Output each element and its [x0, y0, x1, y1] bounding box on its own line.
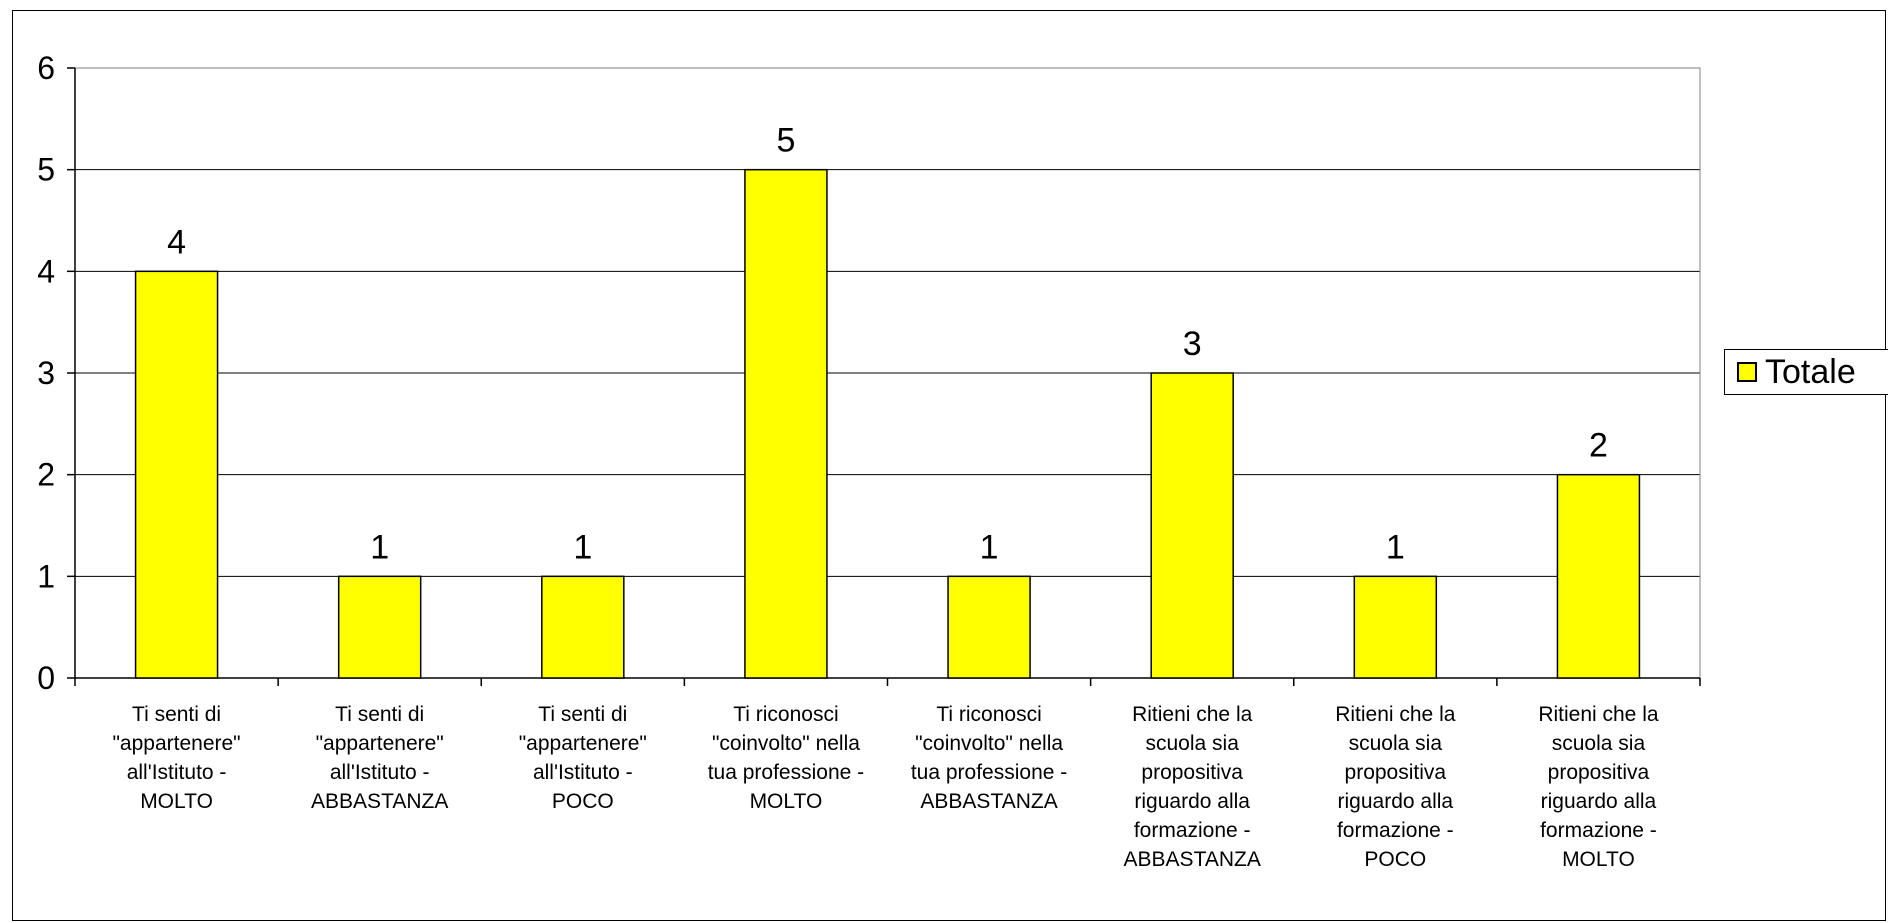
- x-tick-label: Ritieni che la scuola sia propositiva rigua…: [1097, 700, 1287, 874]
- x-tick-label-line: formazione -: [1336, 819, 1454, 842]
- data-label: 5: [776, 122, 795, 160]
- x-tick-label-line: riguardo alla: [1540, 790, 1657, 813]
- x-tick-label-line: formazione -: [1540, 819, 1657, 842]
- y-tick-label: 0: [37, 660, 55, 696]
- x-tick-label-line: "appartenere": [315, 732, 444, 755]
- x-tick-label-line: ABBASTANZA: [1123, 848, 1261, 871]
- x-tick-label-line: "appartenere": [112, 732, 241, 755]
- x-tick-label-line: riguardo alla: [1337, 790, 1454, 813]
- x-tick-label-line: Ti riconosci: [733, 703, 839, 726]
- x-tick-label: Ritieni che la scuola sia propositiva rigua…: [1503, 700, 1693, 874]
- x-tick-label-line: all'Istituto -: [126, 761, 227, 784]
- x-tick-label-line: scuola sia: [1145, 732, 1239, 755]
- data-label: 2: [1589, 427, 1608, 465]
- x-tick-label-line: ABBASTANZA: [311, 790, 449, 813]
- bar: [744, 168, 828, 679]
- x-tick-label: Ti riconosci "coinvolto" nella tua profess…: [691, 700, 881, 816]
- bar: [947, 575, 1031, 679]
- x-tick-label: Ti senti di "appartenere" all'Istituto - AB…: [285, 700, 475, 816]
- x-tick-label-line: riguardo alla: [1134, 790, 1250, 813]
- x-tick-label-line: MOLTO: [749, 790, 823, 813]
- y-tick-label: 2: [37, 457, 55, 493]
- data-label: 3: [1183, 325, 1202, 363]
- data-label: 1: [573, 528, 592, 566]
- y-tick-label: 4: [37, 253, 55, 289]
- x-tick-label-line: tua professione -: [707, 761, 865, 784]
- x-tick-label-line: POCO: [1364, 848, 1427, 871]
- x-tick-label-line: Ti senti di: [538, 703, 628, 726]
- x-tick-label-line: all'Istituto -: [532, 761, 633, 784]
- x-tick-label-line: Ti riconosci: [936, 703, 1042, 726]
- x-tick-label-line: Ti senti di: [132, 703, 222, 726]
- y-tick-label: 1: [37, 558, 55, 594]
- bar: [1353, 575, 1438, 679]
- x-tick-label: Ritieni che la scuola sia propositiva rigua…: [1300, 700, 1490, 874]
- legend: Totale: [1724, 349, 1888, 395]
- x-tick-label-line: MOLTO: [1562, 848, 1635, 871]
- x-tick-label-line: "coinvolto" nella: [711, 732, 860, 755]
- y-tick-label: 3: [37, 355, 55, 391]
- x-tick-label-line: scuola sia: [1348, 732, 1442, 755]
- x-tick-label-line: formazione -: [1133, 819, 1251, 842]
- y-tick-label: 5: [37, 152, 55, 188]
- x-tick-label-line: all'Istituto -: [329, 761, 430, 784]
- x-tick-label-line: tua professione -: [910, 761, 1068, 784]
- legend-label: Totale: [1765, 352, 1856, 391]
- x-tick-label-line: Ritieni che la: [1132, 703, 1253, 726]
- x-tick-label: Ti senti di "appartenere" all'Istituto - PO…: [488, 700, 678, 816]
- x-tick-label-line: ABBASTANZA: [920, 790, 1058, 813]
- x-tick-label-line: POCO: [551, 790, 614, 813]
- x-tick-label-line: scuola sia: [1551, 732, 1646, 755]
- bar: [1150, 372, 1234, 679]
- data-label: 1: [980, 528, 999, 566]
- bar: [337, 575, 422, 679]
- legend-swatch: [1737, 362, 1757, 382]
- x-tick-label-line: "coinvolto" nella: [915, 732, 1064, 755]
- x-tick-label-line: "appartenere": [518, 732, 647, 755]
- x-tick-label-line: propositiva: [1141, 761, 1243, 784]
- x-tick-label: Ti senti di "appartenere" all'Istituto - MO…: [82, 700, 272, 816]
- x-tick-label-line: propositiva: [1547, 761, 1650, 784]
- bar: [134, 270, 219, 679]
- x-tick-label-line: MOLTO: [140, 790, 213, 813]
- y-tick-label: 6: [37, 50, 55, 86]
- x-tick-label-line: Ritieni che la: [1538, 703, 1659, 726]
- data-label: 1: [370, 528, 389, 566]
- chart-frame: [12, 10, 1886, 921]
- data-label: 1: [1386, 528, 1405, 566]
- x-tick-label-line: Ti senti di: [335, 703, 425, 726]
- x-tick-label-line: Ritieni che la: [1335, 703, 1456, 726]
- data-label: 4: [167, 223, 186, 261]
- x-tick-label-line: propositiva: [1344, 761, 1447, 784]
- x-tick-label: Ti riconosci "coinvolto" nella tua profess…: [894, 700, 1084, 816]
- bar: [1556, 473, 1641, 679]
- bar: [541, 575, 625, 679]
